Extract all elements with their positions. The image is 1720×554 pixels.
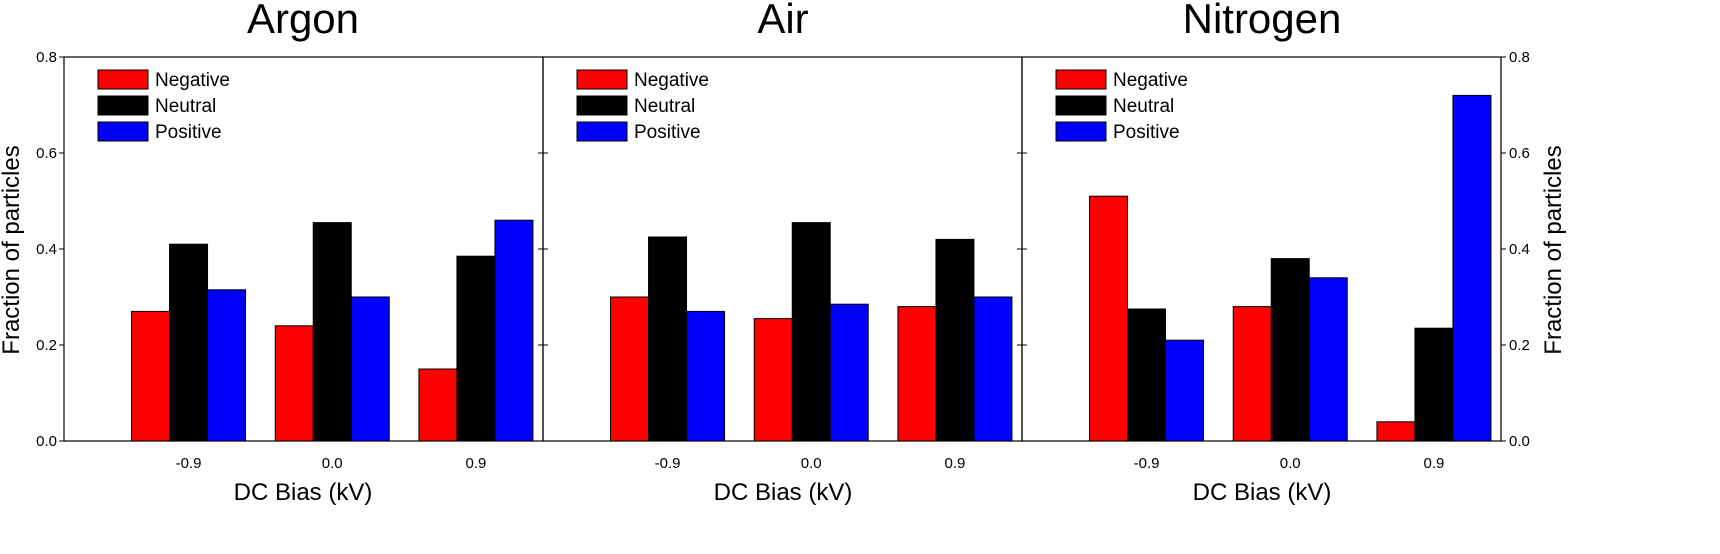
legend-swatch-nitrogen-neutral	[1055, 95, 1107, 116]
legend-swatch-argon-neutral	[97, 95, 149, 116]
legend-label-argon-negative: Negative	[155, 70, 230, 91]
bar-argon-neutral-0	[169, 243, 209, 442]
x-tick-label-argon-1: 0.0	[322, 455, 343, 472]
bar-nitrogen-negative-2	[1376, 421, 1416, 442]
bar-argon-negative-2	[418, 368, 458, 442]
bar-argon-neutral-2	[456, 255, 496, 442]
x-tick-label-nitrogen-0: -0.9	[1134, 455, 1160, 472]
x-axis-label-air: DC Bias (kV)	[714, 479, 853, 506]
y-axis-label-left: Fraction of particles	[0, 145, 25, 354]
legend-label-argon-neutral: Neutral	[155, 96, 216, 117]
x-tick-label-argon-0: -0.9	[176, 455, 202, 472]
legend-swatch-air-neutral	[576, 95, 628, 116]
legend-label-argon-positive: Positive	[155, 122, 222, 143]
x-tick-label-air-0: -0.9	[655, 455, 681, 472]
bar-argon-positive-1	[350, 296, 390, 442]
x-axis-label-argon: DC Bias (kV)	[234, 479, 373, 506]
bar-argon-positive-2	[494, 219, 534, 442]
x-axis-label-nitrogen: DC Bias (kV)	[1193, 479, 1332, 506]
bar-argon-positive-0	[207, 289, 247, 442]
legend-swatch-air-positive	[576, 121, 628, 142]
bar-nitrogen-negative-0	[1089, 195, 1129, 442]
bar-air-neutral-1	[791, 222, 831, 442]
y-tick-label-left-3: 0.6	[36, 145, 57, 162]
plot-layer: -0.9 0.0 0.9 Negative Neutral Positive -0.9 0.0…	[36, 49, 1530, 472]
bar-nitrogen-positive-2	[1452, 94, 1492, 442]
bar-air-neutral-0	[648, 236, 688, 442]
bar-air-positive-2	[973, 296, 1013, 442]
legend-label-air-negative: Negative	[634, 70, 709, 91]
panel-title-air: Air	[757, 0, 808, 42]
legend-label-nitrogen-positive: Positive	[1113, 122, 1180, 143]
y-tick-label-left-1: 0.2	[36, 337, 57, 354]
bar-nitrogen-neutral-1	[1270, 258, 1310, 442]
bar-nitrogen-negative-1	[1232, 306, 1272, 442]
bar-argon-negative-0	[131, 310, 171, 442]
legend-swatch-argon-positive	[97, 121, 149, 142]
y-tick-label-right-0: 0.0	[1509, 433, 1530, 450]
bar-air-positive-0	[686, 310, 726, 442]
x-tick-label-air-2: 0.9	[945, 455, 966, 472]
y-tick-label-left-4: 0.8	[36, 49, 57, 66]
x-tick-label-air-1: 0.0	[801, 455, 822, 472]
y-tick-label-left-2: 0.4	[36, 241, 57, 258]
bar-air-positive-1	[829, 303, 869, 442]
bar-nitrogen-neutral-2	[1414, 327, 1454, 442]
bar-nitrogen-positive-0	[1165, 339, 1205, 442]
y-tick-label-right-3: 0.6	[1509, 145, 1530, 162]
bar-argon-neutral-1	[312, 222, 352, 442]
legend-swatch-argon-negative	[97, 69, 149, 90]
bar-air-negative-2	[897, 306, 937, 442]
legend-swatch-air-negative	[576, 69, 628, 90]
legend-swatch-nitrogen-positive	[1055, 121, 1107, 142]
legend-label-nitrogen-negative: Negative	[1113, 70, 1188, 91]
bar-air-neutral-2	[935, 238, 975, 442]
bar-argon-negative-1	[274, 325, 314, 442]
y-tick-label-left-0: 0.0	[36, 433, 57, 450]
legend-label-air-positive: Positive	[634, 122, 701, 143]
legend-swatch-nitrogen-negative	[1055, 69, 1107, 90]
x-tick-label-nitrogen-2: 0.9	[1424, 455, 1445, 472]
panel-title-argon: Argon	[247, 0, 359, 42]
bar-nitrogen-positive-1	[1308, 277, 1348, 442]
x-tick-label-argon-2: 0.9	[466, 455, 487, 472]
legend-label-nitrogen-neutral: Neutral	[1113, 96, 1174, 117]
y-tick-label-right-2: 0.4	[1509, 241, 1530, 258]
bar-nitrogen-neutral-0	[1127, 308, 1167, 442]
y-tick-label-right-1: 0.2	[1509, 337, 1530, 354]
bar-air-negative-1	[753, 318, 793, 442]
legend-label-air-neutral: Neutral	[634, 96, 695, 117]
x-tick-label-nitrogen-1: 0.0	[1280, 455, 1301, 472]
y-axis-label-right: Fraction of particles	[1540, 145, 1567, 354]
panel-title-nitrogen: Nitrogen	[1183, 0, 1342, 42]
bar-air-negative-0	[610, 296, 650, 442]
y-tick-label-right-4: 0.8	[1509, 49, 1530, 66]
